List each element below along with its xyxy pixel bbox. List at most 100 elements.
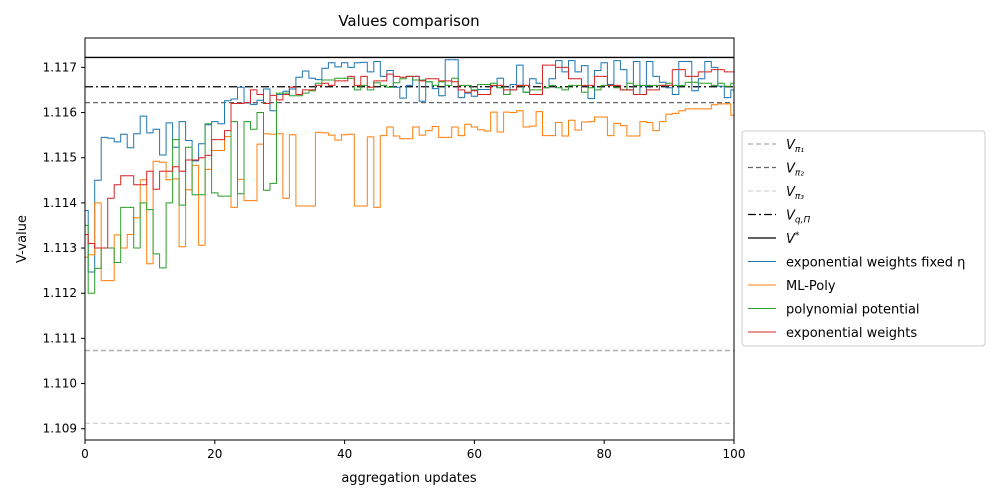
data-point (201, 157, 203, 159)
data-point (720, 103, 722, 105)
legend-label-sup: * (795, 231, 800, 241)
data-point (207, 123, 209, 125)
data-point (512, 111, 514, 114)
data-point (525, 126, 527, 128)
data-point (610, 83, 612, 86)
data-point (610, 84, 612, 86)
data-point (694, 90, 696, 92)
series-group (84, 75, 735, 294)
data-point (181, 121, 183, 123)
data-point (700, 82, 703, 84)
data-point (207, 168, 209, 170)
data-point (707, 82, 709, 84)
data-point (344, 134, 346, 136)
data-point (532, 125, 534, 127)
data-point (480, 88, 482, 91)
data-point (707, 108, 709, 110)
y-tick-label: 1.113 (43, 241, 77, 255)
series-group (84, 64, 735, 249)
data-point (571, 84, 573, 86)
data-point (428, 130, 430, 132)
data-point (123, 247, 125, 249)
y-tick-label: 1.111 (43, 331, 77, 345)
data-point (311, 90, 313, 92)
data-point (272, 94, 274, 96)
data-point (713, 69, 716, 71)
data-point (726, 103, 729, 105)
series-line (85, 75, 734, 294)
legend-label-sub: π₁ (795, 145, 804, 155)
data-point (519, 64, 521, 66)
data-point (253, 103, 255, 105)
data-point (149, 132, 151, 134)
data-point (344, 62, 346, 64)
data-point (194, 160, 196, 162)
legend-label: ML-Poly (786, 279, 836, 294)
y-tick-label: 1.115 (43, 151, 77, 165)
data-point (629, 135, 631, 137)
data-point (662, 81, 664, 83)
data-point (90, 242, 93, 245)
data-point (564, 71, 566, 73)
data-point (162, 170, 164, 172)
data-point (584, 65, 586, 67)
data-point (434, 84, 437, 86)
data-point (337, 77, 339, 79)
data-point (512, 89, 514, 91)
data-point (662, 84, 664, 86)
data-point (545, 64, 547, 66)
data-point (110, 197, 112, 199)
data-point (447, 80, 449, 82)
data-point (214, 121, 216, 123)
data-point (129, 147, 131, 149)
data-point (181, 246, 183, 248)
chart-title: Values comparison (338, 12, 479, 30)
data-point (246, 121, 248, 123)
data-point (175, 146, 177, 148)
data-point (460, 135, 462, 137)
data-point (363, 75, 365, 77)
data-point (707, 71, 709, 73)
data-point (395, 86, 398, 88)
data-point (363, 84, 365, 86)
data-point (194, 194, 196, 196)
legend-label-main: V (786, 162, 796, 177)
data-point (233, 102, 235, 105)
data-point (266, 102, 268, 105)
data-point (558, 121, 560, 124)
y-tick-label: 1.116 (43, 106, 77, 120)
data-point (571, 119, 573, 121)
data-point (382, 135, 385, 137)
data-point (253, 128, 255, 130)
data-point (194, 164, 196, 166)
data-point (103, 280, 106, 282)
data-point (188, 139, 190, 142)
data-point (149, 263, 151, 265)
data-point (532, 78, 534, 80)
data-point (292, 88, 294, 90)
data-point (324, 79, 326, 81)
data-point (188, 146, 190, 148)
y-tick-label: 1.110 (43, 377, 77, 391)
data-point (233, 98, 235, 100)
legend-label: Vq,Π (786, 209, 810, 226)
data-point (506, 89, 508, 91)
data-point (415, 75, 417, 77)
data-point (720, 82, 722, 84)
data-point (324, 132, 326, 134)
data-point (668, 87, 670, 89)
data-point (558, 60, 560, 62)
data-point (700, 108, 703, 110)
data-point (201, 194, 203, 196)
data-point (272, 110, 274, 112)
data-point (681, 60, 683, 63)
data-point (337, 80, 339, 82)
data-point (214, 149, 216, 152)
data-point (227, 195, 229, 197)
data-point (694, 81, 696, 83)
data-point (285, 93, 287, 96)
data-point (279, 99, 281, 101)
data-point (421, 134, 424, 136)
data-point (584, 121, 586, 123)
